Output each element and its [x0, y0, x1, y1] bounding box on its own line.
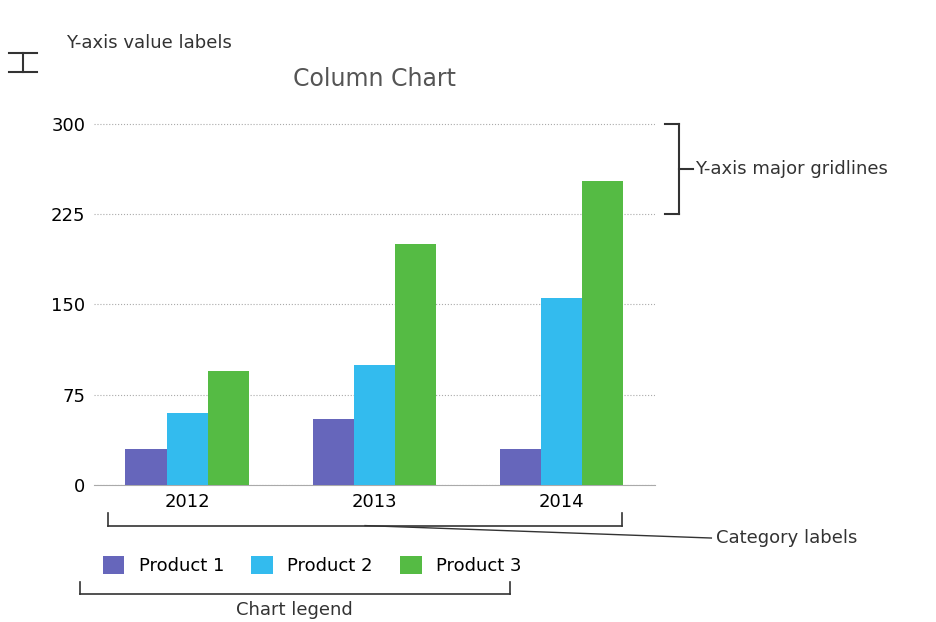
- Bar: [582, 182, 623, 485]
- Text: Y-axis value labels: Y-axis value labels: [66, 34, 231, 52]
- Text: Chart legend: Chart legend: [237, 601, 353, 620]
- Bar: [208, 371, 249, 485]
- Bar: [354, 364, 395, 485]
- Bar: [313, 419, 354, 485]
- Bar: [167, 413, 208, 485]
- Bar: [125, 449, 167, 485]
- Bar: [500, 449, 541, 485]
- Title: Column Chart: Column Chart: [293, 67, 456, 91]
- Text: Category labels: Category labels: [716, 529, 857, 547]
- Text: Y-axis major gridlines: Y-axis major gridlines: [695, 160, 888, 178]
- Legend: Product 1, Product 2, Product 3: Product 1, Product 2, Product 3: [103, 556, 521, 575]
- Bar: [541, 299, 582, 485]
- Bar: [395, 244, 436, 485]
